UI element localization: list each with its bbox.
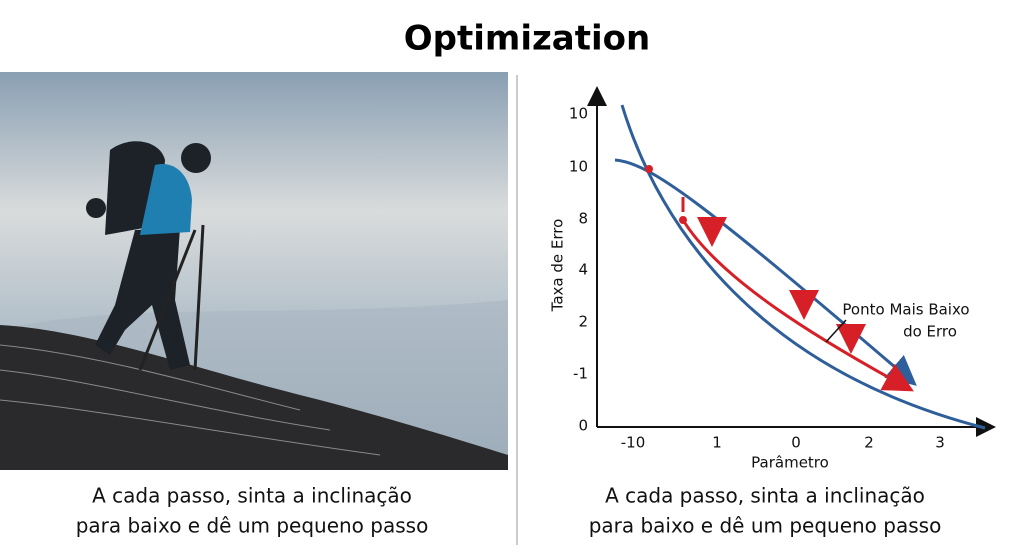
y-tick-label: 10	[569, 105, 588, 123]
leader	[825, 319, 847, 343]
y-tick-label: 0	[578, 417, 588, 435]
caption-line: para baixo e dê um pequeno passo	[76, 514, 429, 538]
annotation: Ponto Mais Baixo	[842, 301, 969, 319]
step-arrows	[681, 197, 866, 354]
y-tick-label: 8	[578, 210, 588, 228]
chart: 10 10 8 4 2 -1 0 -10 1 0 2 3 Parâmetro T…	[549, 86, 996, 472]
curve	[620, 104, 986, 430]
photo	[0, 72, 508, 470]
y-tick-label: 2	[578, 313, 588, 331]
annotation: do Erro	[903, 323, 957, 341]
curve	[614, 158, 917, 386]
y-axis-label: Taxa de Erro	[549, 219, 567, 313]
x-tick-label: 0	[791, 434, 801, 452]
caption-line: para baixo e dê um pequeno passo	[589, 514, 942, 538]
point	[679, 216, 687, 224]
y-tick-label: 10	[569, 158, 588, 176]
caption-line: A cada passo, sinta a inclinação	[92, 484, 412, 508]
y-tick-label: 4	[578, 261, 588, 279]
x-tick-label: -10	[621, 434, 646, 452]
x-tick-label: 1	[712, 434, 722, 452]
x-tick-label: 3	[935, 434, 945, 452]
point	[645, 165, 653, 173]
x-tick-label: 2	[864, 434, 874, 452]
y-tick-label: -1	[573, 365, 588, 383]
caption-line: A cada passo, sinta a inclinação	[605, 484, 925, 508]
x-axis-label: Parâmetro	[751, 454, 829, 472]
title: Optimization	[404, 19, 650, 59]
